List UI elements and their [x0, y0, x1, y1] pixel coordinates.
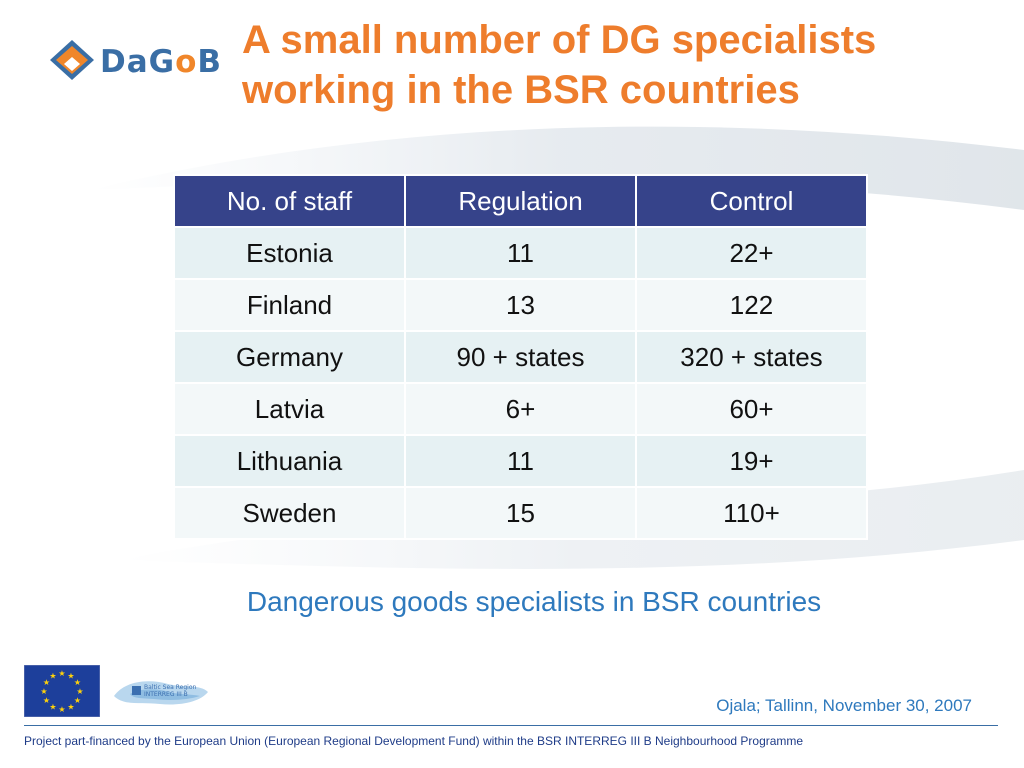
footer-divider — [24, 725, 998, 726]
svg-text:★: ★ — [67, 672, 74, 681]
table-header-row: No. of staff Regulation Control — [173, 174, 868, 228]
svg-text:★: ★ — [67, 703, 74, 712]
table-row: Estonia 11 22+ — [173, 226, 868, 280]
cell-control: 60+ — [635, 382, 868, 436]
header-control: Control — [635, 174, 868, 228]
dagob-wordmark: DaGoB — [100, 44, 223, 80]
svg-text:★: ★ — [40, 687, 47, 696]
cell-control: 320 + states — [635, 330, 868, 384]
footer-funding-note: Project part-financed by the European Un… — [24, 734, 804, 748]
presenter-date-line: Ojala; Tallinn, November 30, 2007 — [716, 696, 972, 715]
cell-regulation: 15 — [404, 486, 637, 540]
bsr-logo-line-1: Baltic Sea Region — [144, 684, 197, 691]
svg-text:★: ★ — [43, 696, 50, 705]
bsr-logo-line-2: INTERREG III B — [144, 691, 188, 698]
table-row: Lithuania 11 19+ — [173, 434, 868, 488]
header-no-of-staff: No. of staff — [173, 174, 406, 228]
table-row: Sweden 15 110+ — [173, 486, 868, 540]
table-row: Germany 90 + states 320 + states — [173, 330, 868, 384]
slide-title: A small number of DG specialists working… — [242, 15, 1002, 115]
bsr-interreg-logo: Baltic Sea Region INTERREG III B — [110, 672, 210, 712]
svg-text:★: ★ — [58, 705, 65, 714]
dagob-logo: DaGoB — [46, 34, 226, 86]
cell-control: 22+ — [635, 226, 868, 280]
cell-country: Estonia — [173, 226, 406, 280]
svg-text:★: ★ — [74, 678, 81, 687]
cell-control: 122 — [635, 278, 868, 332]
table-row: Finland 13 122 — [173, 278, 868, 332]
svg-text:★: ★ — [74, 696, 81, 705]
table-caption: Dangerous goods specialists in BSR count… — [246, 586, 822, 617]
svg-text:★: ★ — [58, 669, 65, 678]
cell-regulation: 13 — [404, 278, 637, 332]
dagob-logo-icon — [50, 40, 94, 80]
cell-country: Finland — [173, 278, 406, 332]
svg-text:★: ★ — [76, 687, 83, 696]
cell-country: Germany — [173, 330, 406, 384]
cell-country: Lithuania — [173, 434, 406, 488]
svg-text:★: ★ — [49, 703, 56, 712]
cell-regulation: 11 — [404, 434, 637, 488]
staff-table: No. of staff Regulation Control Estonia … — [173, 174, 868, 540]
bsr-interreg-logo-icon — [114, 681, 208, 705]
eu-flag-icon: ★ ★ ★ ★ ★ ★ ★ ★ ★ ★ ★ ★ — [24, 665, 100, 717]
cell-control: 19+ — [635, 434, 868, 488]
slide-title-line-2: working in the BSR countries — [242, 68, 800, 112]
table-row: Latvia 6+ 60+ — [173, 382, 868, 436]
header-regulation: Regulation — [404, 174, 637, 228]
svg-text:★: ★ — [43, 678, 50, 687]
cell-regulation: 6+ — [404, 382, 637, 436]
slide-title-line-1: A small number of DG specialists — [242, 18, 877, 62]
svg-text:★: ★ — [49, 672, 56, 681]
cell-control: 110+ — [635, 486, 868, 540]
cell-country: Sweden — [173, 486, 406, 540]
cell-regulation: 90 + states — [404, 330, 637, 384]
cell-regulation: 11 — [404, 226, 637, 280]
cell-country: Latvia — [173, 382, 406, 436]
